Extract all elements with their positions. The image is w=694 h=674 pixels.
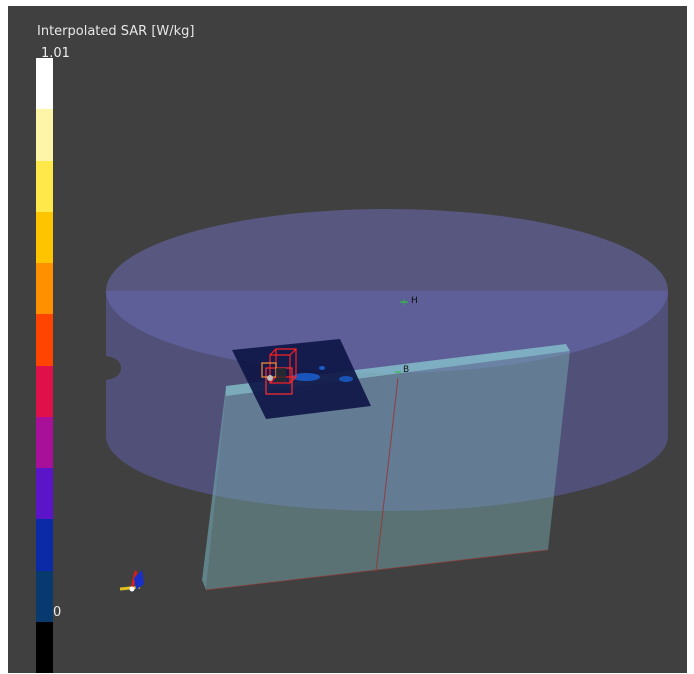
plate-left-edge (202, 386, 226, 590)
colorbar-band (36, 468, 53, 520)
plate-center-line (375, 377, 399, 573)
axes-triad-icon[interactable] (119, 570, 144, 592)
device-feed (267, 375, 273, 381)
colorbar-band (36, 160, 53, 212)
colorbar-band (36, 519, 53, 571)
phantom-disk-top (106, 209, 668, 373)
sar-hotspot-1 (292, 373, 320, 381)
colorbar-band (36, 109, 53, 161)
colorbar-min-label: 0 (53, 605, 62, 620)
colorbar-band (36, 211, 53, 264)
plate-bottom-line (205, 549, 549, 591)
marker-h-label: H (411, 296, 418, 306)
sar-hotspot-2 (339, 376, 353, 382)
colorbar-band (36, 314, 53, 366)
colorbar-band (36, 365, 53, 417)
marker-b-label: B (403, 365, 409, 375)
legend-title: Interpolated SAR [W/kg] (37, 24, 195, 39)
colorbar-max-label: 1.01 (41, 46, 70, 61)
colorbar-band (36, 570, 53, 622)
scene-canvas[interactable]: H B (8, 6, 687, 673)
colorbar-band (36, 621, 53, 673)
sar-hotspot-3 (319, 366, 325, 370)
marker-h[interactable]: H (400, 296, 418, 306)
marker-b[interactable]: B (395, 365, 409, 375)
phantom-notch (106, 356, 121, 380)
colorbar-band (36, 416, 53, 469)
sar-colorbar (36, 58, 53, 673)
device-body (276, 368, 286, 382)
colorbar-band (36, 263, 53, 315)
3d-viewport[interactable]: H B Interpolated SAR [W/kg] 1.01 0 (8, 6, 687, 673)
colorbar-band (36, 58, 53, 110)
